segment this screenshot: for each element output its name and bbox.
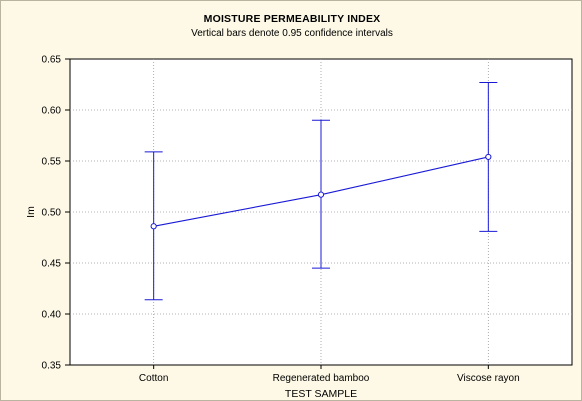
data-point <box>150 223 157 230</box>
data-point <box>485 153 492 161</box>
x-tick-label: Viscose rayon <box>457 373 520 384</box>
y-tick-label: 0.50 <box>42 208 62 219</box>
x-tick-label: Regenerated bamboo <box>273 373 370 384</box>
data-point <box>317 191 325 198</box>
y-axis-label: Im <box>25 206 37 218</box>
y-tick-label: 0.40 <box>42 310 62 321</box>
y-axis-ticks: 0.35 0.40 0.45 0.50 0.55 0.60 0.65 <box>42 55 70 372</box>
x-axis-ticks: Cotton Regenerated bamboo Viscose rayon <box>139 365 520 384</box>
x-axis-label: TEST SAMPLE <box>285 388 357 400</box>
series-layer <box>144 81 498 301</box>
y-tick-label: 0.60 <box>42 106 62 117</box>
y-tick-label: 0.35 <box>42 361 62 372</box>
chart-title: MOISTURE PERMEABILITY INDEX <box>203 13 381 25</box>
y-tick-label: 0.45 <box>42 259 62 270</box>
chart-subtitle: Vertical bars denote 0.95 confidence int… <box>191 28 393 39</box>
x-tick-label: Cotton <box>139 373 168 384</box>
y-tick-label: 0.65 <box>42 55 62 66</box>
y-tick-label: 0.55 <box>42 157 62 168</box>
